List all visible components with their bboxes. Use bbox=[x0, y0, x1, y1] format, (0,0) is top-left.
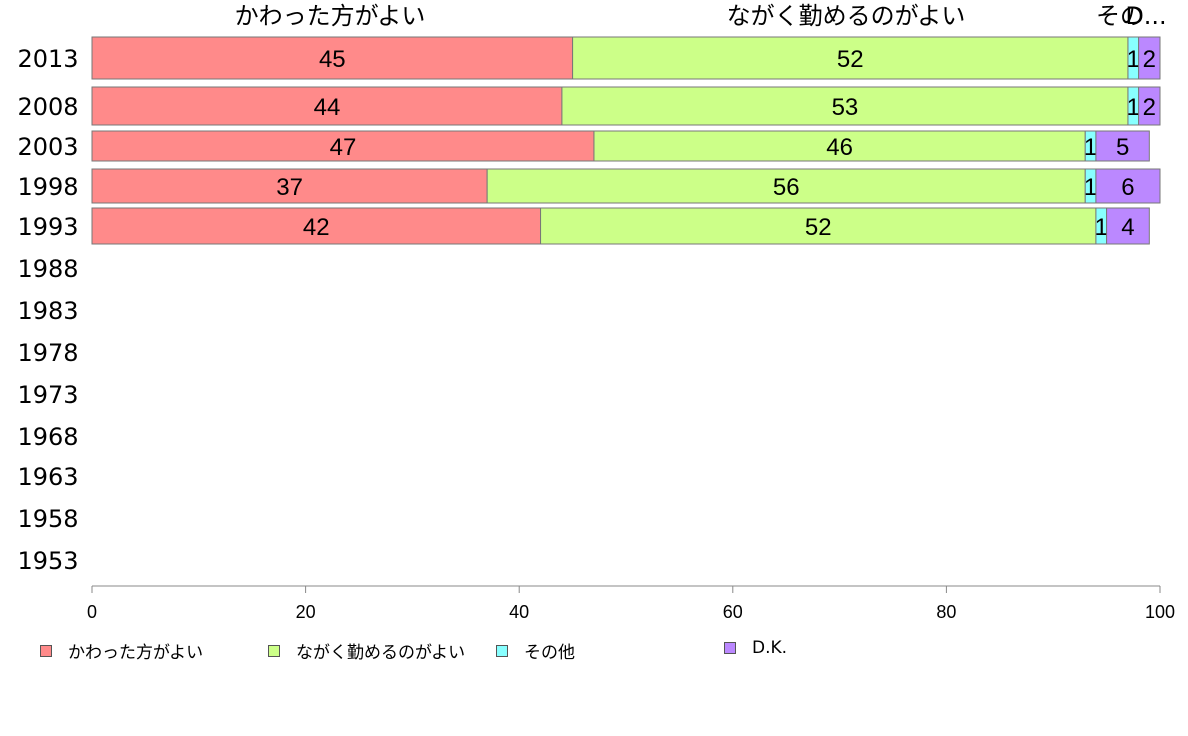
bar-segment bbox=[486, 168, 1086, 204]
legend-item: かわった方がよい bbox=[40, 638, 203, 663]
y-tick-label: 1998 bbox=[17, 173, 78, 201]
data-label: 6 bbox=[1121, 174, 1134, 201]
legend-item: ながく勤めるのがよい bbox=[268, 638, 465, 663]
bar-segment bbox=[572, 36, 1129, 80]
data-label: 44 bbox=[314, 94, 341, 121]
legend-label: かわった方がよい bbox=[68, 643, 204, 663]
legend-label: D.K. bbox=[752, 638, 788, 658]
legend-label: その他 bbox=[524, 643, 575, 663]
data-label: 42 bbox=[303, 214, 330, 241]
bar-segment bbox=[593, 130, 1086, 162]
data-label: 1 bbox=[1127, 46, 1140, 73]
legend-label: ながく勤めるのがよい bbox=[296, 643, 466, 663]
bars: 45 52 1 244 53 1 247 46 1 537 56 1 642 52 1 4 bbox=[91, 36, 1161, 245]
legend-swatch bbox=[496, 644, 508, 657]
bar-segment bbox=[1138, 86, 1161, 126]
data-label: 46 bbox=[826, 134, 853, 161]
data-label: 56 bbox=[773, 174, 800, 201]
bar-segment bbox=[91, 207, 542, 245]
y-tick-label: 1983 bbox=[17, 297, 78, 325]
y-tick-label: 1963 bbox=[17, 463, 78, 491]
bar-segment bbox=[91, 130, 595, 162]
data-label: 2 bbox=[1143, 94, 1156, 121]
column-header: D... bbox=[1125, 2, 1166, 30]
bar-segment bbox=[1095, 130, 1150, 162]
data-label: 53 bbox=[832, 94, 859, 121]
data-label: 1 bbox=[1095, 214, 1108, 241]
legend: かわった方がよい ながく勤めるのがよい その他 D.K. bbox=[40, 638, 1160, 664]
y-tick-label: 2013 bbox=[17, 45, 78, 73]
column-header: かわった方がよい bbox=[235, 2, 426, 30]
bar-segment bbox=[91, 36, 574, 80]
bar-segment bbox=[1138, 36, 1161, 80]
data-label: 4 bbox=[1121, 214, 1134, 241]
data-label: 1 bbox=[1127, 94, 1140, 121]
x-tick-label: 80 bbox=[936, 602, 956, 622]
legend-item: D.K. bbox=[724, 638, 787, 658]
column-header: ながく勤めるのがよい bbox=[727, 2, 966, 30]
x-tick-label: 100 bbox=[1145, 602, 1175, 622]
bar-segment bbox=[91, 86, 563, 126]
legend-swatch bbox=[40, 644, 52, 657]
data-label: 2 bbox=[1143, 46, 1156, 73]
y-tick-label: 2008 bbox=[17, 93, 78, 121]
x-axis: 0 20 40 60 80 100 bbox=[87, 585, 1175, 622]
data-label: 45 bbox=[319, 46, 346, 73]
data-label: 37 bbox=[276, 174, 303, 201]
legend-item: その他 bbox=[496, 638, 575, 663]
column-header: その bbox=[1096, 2, 1144, 30]
y-tick-label: 1973 bbox=[17, 381, 78, 409]
legend-swatch bbox=[268, 644, 280, 657]
year-labels: 2013 2008 2003 1998 1993 1988 1983 1978 1973 1968… bbox=[17, 45, 78, 575]
x-tick-label: 0 bbox=[87, 602, 97, 622]
y-tick-label: 1978 bbox=[17, 339, 78, 367]
y-tick-label: 1958 bbox=[17, 505, 78, 533]
data-label: 1 bbox=[1084, 134, 1097, 161]
data-label: 5 bbox=[1116, 134, 1129, 161]
column-headers: かわった方がよい ながく勤めるのがよい そのD... bbox=[235, 2, 1167, 30]
bar-segment bbox=[91, 168, 488, 204]
bar-segment bbox=[561, 86, 1129, 126]
y-tick-label: 1953 bbox=[17, 547, 78, 575]
x-tick-label: 60 bbox=[723, 602, 743, 622]
bar-segment bbox=[1106, 207, 1150, 245]
bar-segment bbox=[1095, 168, 1161, 204]
data-label: 47 bbox=[330, 134, 357, 161]
y-tick-label: 2003 bbox=[17, 133, 78, 161]
x-tick-label: 40 bbox=[509, 602, 529, 622]
y-tick-label: 1993 bbox=[17, 213, 78, 241]
y-tick-label: 1988 bbox=[17, 255, 78, 283]
data-label: 52 bbox=[805, 214, 832, 241]
legend-swatch bbox=[724, 642, 736, 654]
bar-segment bbox=[540, 207, 1097, 245]
data-label: 1 bbox=[1084, 174, 1097, 201]
y-tick-label: 1968 bbox=[17, 423, 78, 451]
data-label: 52 bbox=[837, 46, 864, 73]
x-tick-label: 20 bbox=[296, 602, 316, 622]
